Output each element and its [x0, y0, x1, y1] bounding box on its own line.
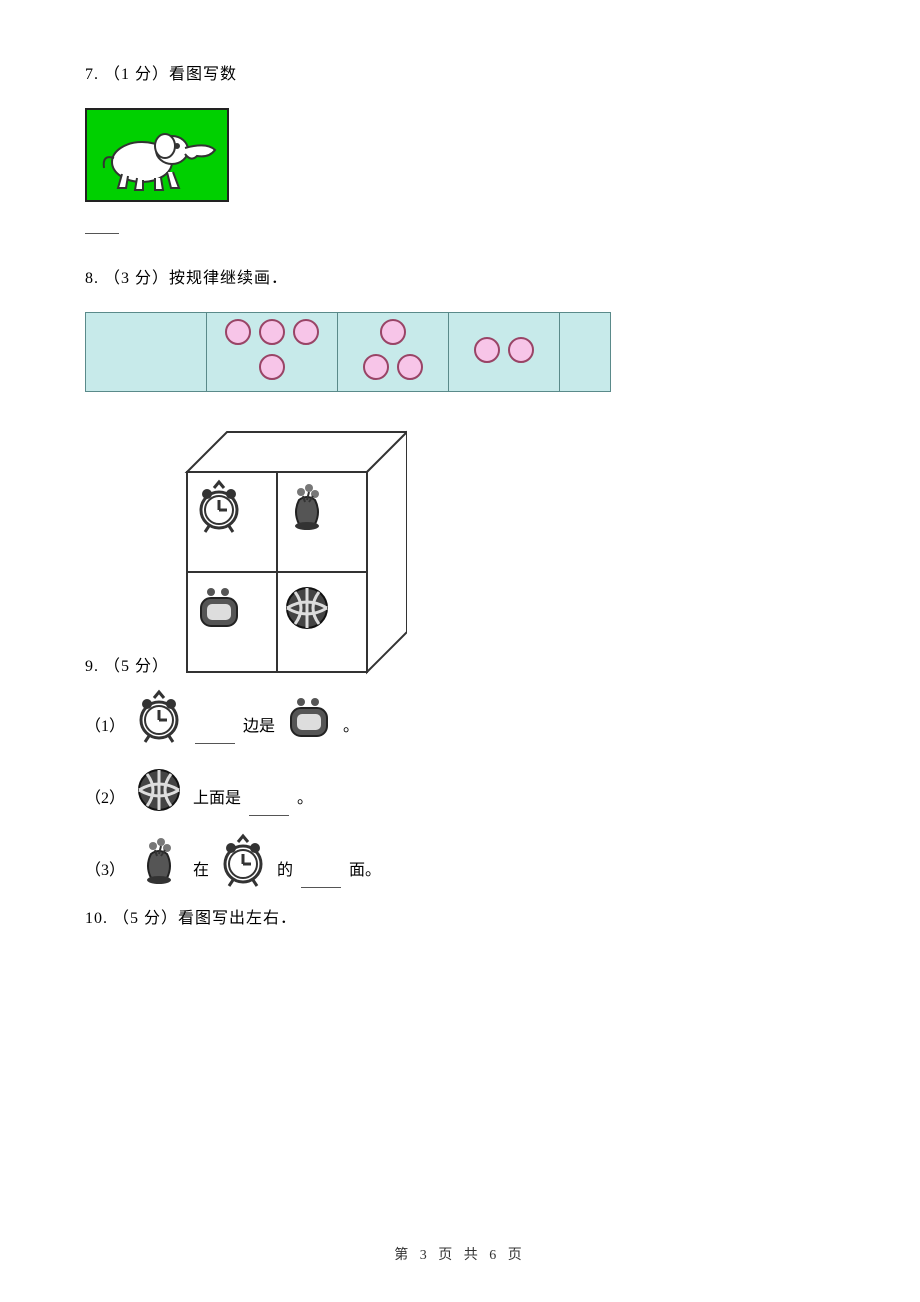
answer-blank[interactable] — [249, 801, 289, 816]
pattern-circle — [397, 354, 423, 380]
q9-sub-questions: （1）边是。（2）上面是。（3）在的面。 — [85, 688, 835, 888]
pattern-circle — [259, 319, 285, 345]
subq-text: 上面是 — [193, 784, 241, 816]
shelf-cell-bottom-right — [279, 578, 365, 664]
pattern-circle — [363, 354, 389, 380]
q9-sub: （3） 在 的 面。 — [85, 832, 835, 888]
shelf-cell-top-left — [191, 478, 277, 564]
q9-sub: （2） 上面是 。 — [85, 760, 835, 816]
clock-icon — [131, 688, 187, 744]
pattern-circle — [380, 319, 406, 345]
ball-icon — [131, 760, 187, 816]
pattern-cell — [560, 313, 611, 392]
pattern-cell — [86, 313, 207, 392]
shelf-cell-top-right — [279, 478, 365, 564]
worksheet-page: 7. （1 分）看图写数 8. （3 分）按规律继续画． 9. （5 分） — [0, 0, 920, 1302]
q9-label: 9. （5 分） — [85, 652, 169, 676]
subq-number: （2） — [85, 784, 125, 816]
answer-blank[interactable] — [301, 873, 341, 888]
shelf-cell-bottom-left — [191, 578, 277, 664]
subq-text: 在 — [193, 856, 209, 888]
pattern-cell — [338, 313, 449, 392]
shelf-figure — [177, 422, 407, 682]
answer-blank[interactable] — [195, 729, 235, 744]
pattern-cell — [449, 313, 560, 392]
subq-number: （1） — [85, 712, 125, 744]
vase-icon — [131, 832, 187, 888]
subq-text: 面。 — [349, 856, 381, 888]
pattern-cell — [207, 313, 338, 392]
q7-answer-blank[interactable] — [85, 219, 119, 234]
q10-label: 10. （5 分）看图写出左右． — [85, 904, 835, 928]
pattern-circle — [474, 337, 500, 363]
elephant-image — [85, 108, 229, 202]
pattern-circle — [225, 319, 251, 345]
subq-text: 。 — [297, 784, 313, 816]
tv-icon — [281, 688, 337, 744]
pattern-circle — [259, 354, 285, 380]
q7-label: 7. （1 分）看图写数 — [85, 60, 835, 84]
q9-sub: （1） 边是 。 — [85, 688, 835, 744]
clock-icon — [215, 832, 271, 888]
subq-number: （3） — [85, 856, 125, 888]
subq-text: 边是 — [243, 712, 275, 744]
subq-text: 。 — [343, 712, 359, 744]
pattern-circle — [508, 337, 534, 363]
page-footer: 第 3 页 共 6 页 — [0, 1244, 920, 1264]
pattern-table — [85, 312, 611, 392]
pattern-circle — [293, 319, 319, 345]
q8-label: 8. （3 分）按规律继续画． — [85, 264, 835, 288]
subq-text: 的 — [277, 856, 293, 888]
